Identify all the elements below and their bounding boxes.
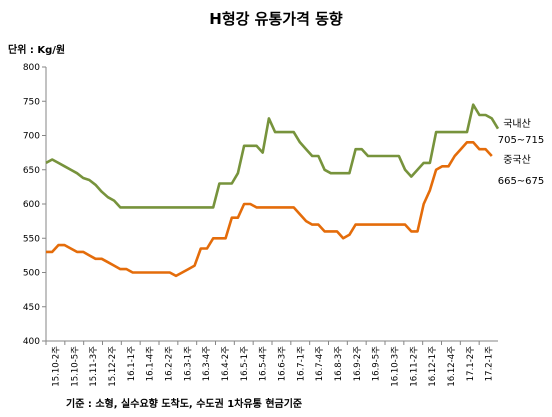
- x-tick-label: 16.12-4주: [447, 346, 457, 387]
- x-tick-label: 15.12-2주: [108, 346, 118, 387]
- x-tick-label: 17.2-1주: [485, 346, 495, 381]
- legend-chinese-range: 665~675: [498, 176, 545, 187]
- series-layer: [45, 103, 500, 278]
- x-axis: 15.10-2주 15.10-5주 15.11-3주 15.12-2주 16.1-1주 1…: [45, 340, 498, 387]
- legend-domestic-range: 705~715: [498, 135, 545, 146]
- x-tick-label: 16.7-1주: [296, 346, 306, 381]
- y-axis: 400 450 500 550 600 650 700 750 800: [23, 63, 47, 347]
- x-tick-label: 16.3-4주: [202, 346, 212, 381]
- y-tick-label: 550: [23, 234, 40, 244]
- x-tick-label: 16.2-2주: [164, 346, 174, 381]
- y-tick-label: 500: [23, 269, 40, 279]
- y-tick-label: 700: [23, 132, 40, 142]
- chart-title: H형강 유통가격 동향: [209, 10, 343, 28]
- y-tick-label: 650: [23, 166, 40, 176]
- x-tick-label: 16.12-1주: [428, 346, 438, 387]
- legend-chinese-name: 중국산: [503, 154, 531, 166]
- legend: 국내산 705~715 중국산 665~675: [498, 118, 545, 187]
- x-tick-label: 16.1-1주: [127, 346, 137, 381]
- x-tick-label: 15.10-5주: [70, 346, 80, 387]
- y-tick-label: 800: [23, 63, 40, 73]
- unit-label: 단위 : Kg/원: [8, 43, 65, 56]
- series-line-domestic: [45, 103, 500, 209]
- y-tick-label: 600: [23, 200, 40, 210]
- x-tick-label: 16.4-2주: [221, 346, 231, 381]
- x-tick-label: 16.9-2주: [353, 346, 363, 381]
- x-tick-label: 16.10-3주: [390, 346, 400, 387]
- legend-domestic-name: 국내산: [503, 118, 531, 130]
- x-tick-label: 16.1-4주: [146, 346, 156, 381]
- y-tick-label: 750: [23, 97, 40, 107]
- x-tick-label: 16.3-1주: [183, 346, 193, 381]
- y-tick-label: 450: [23, 303, 40, 313]
- x-tick-label: 16.5-4주: [259, 346, 269, 381]
- footnote: 기준 : 소형, 실수요향 도착도, 수도권 1차유통 현금기준: [66, 397, 302, 410]
- x-tick-label: 16.9-5주: [372, 346, 382, 381]
- series-line-chinese: [46, 141, 493, 278]
- x-tick-label: 16.7-4주: [315, 346, 325, 381]
- x-tick-label: 16.11-2주: [409, 346, 419, 387]
- x-tick-label: 16.6-3주: [277, 346, 287, 381]
- x-tick-label: 16.5-1주: [240, 346, 250, 381]
- x-tick-label: 17.1-2주: [466, 346, 476, 381]
- x-tick-label: 15.10-2주: [51, 346, 61, 387]
- x-tick-label: 15.11-3주: [89, 346, 99, 387]
- x-tick-label: 16.8-3주: [334, 346, 344, 381]
- y-tick-label: 400: [23, 337, 40, 347]
